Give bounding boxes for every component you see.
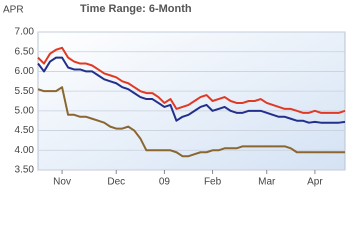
y-tick-label: 6.00 [15,66,35,77]
x-tick-label: Nov [53,177,71,188]
y-tick-label: 7.00 [15,27,35,38]
x-tick-label: Apr [307,177,323,188]
chart-title: Time Range: 6-Month [80,3,192,15]
y-tick-label: 5.50 [15,86,35,97]
x-tick-label: Feb [204,177,222,188]
y-tick-label: 4.00 [15,145,35,156]
x-tick-label: Dec [107,177,125,188]
series-line [37,56,346,124]
series-line [37,86,345,158]
y-tick-label: 6.50 [15,46,35,57]
chart: APR Time Range: 6-Month 3.50 4.00 4.50 5.00… [3,3,346,188]
x-tick-label: Mar [258,177,276,188]
y-tick-label: 5.00 [15,105,35,116]
x-tick-label: 09 [159,177,171,188]
y-tick-label: 4.50 [15,125,35,136]
page: {"chart_data": {"type": "line", "title":… [3,2,346,188]
y-axis-label: APR [3,5,24,16]
y-tick-label: 3.50 [15,165,35,176]
plot-area [37,31,346,171]
series-line [37,46,346,114]
